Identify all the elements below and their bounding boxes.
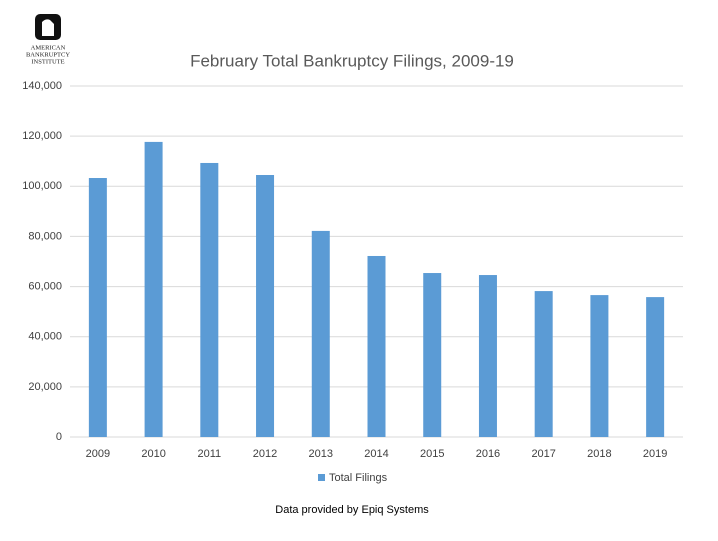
bar — [534, 291, 553, 437]
legend-label: Total Filings — [329, 472, 388, 484]
x-tick-label: 2012 — [253, 448, 277, 460]
x-tick-label: 2015 — [420, 448, 444, 460]
source-note: Data provided by Epiq Systems — [275, 504, 429, 516]
bar — [311, 230, 330, 437]
y-tick-label: 120,000 — [22, 130, 62, 142]
bar — [88, 178, 107, 437]
bar — [478, 275, 497, 437]
x-tick-label: 2009 — [86, 448, 110, 460]
logo-text: BANKRUPTCY — [26, 51, 70, 58]
x-tick-label: 2010 — [141, 448, 165, 460]
bar — [423, 273, 442, 437]
logo-shape — [42, 19, 54, 36]
bar — [367, 255, 386, 437]
x-tick-label: 2017 — [531, 448, 555, 460]
bar — [144, 141, 163, 437]
logo: AMERICAN BANKRUPTCY INSTITUTE — [26, 14, 70, 65]
x-tick-label: 2016 — [476, 448, 500, 460]
y-tick-label: 80,000 — [28, 230, 62, 242]
x-tick-label: 2011 — [197, 448, 221, 460]
y-tick-label: 40,000 — [28, 331, 62, 343]
x-tick-label: 2018 — [587, 448, 611, 460]
y-tick-label: 100,000 — [22, 180, 62, 192]
bar — [590, 295, 609, 437]
y-tick-label: 20,000 — [28, 381, 62, 393]
x-tick-label: 2013 — [309, 448, 333, 460]
chart-title: February Total Bankruptcy Filings, 2009-… — [190, 51, 514, 70]
y-tick-label: 0 — [56, 431, 62, 443]
y-tick-label: 140,000 — [22, 80, 62, 92]
logo-text: AMERICAN — [31, 44, 66, 51]
x-tick-label: 2019 — [643, 448, 667, 460]
x-tick-label: 2014 — [364, 448, 388, 460]
y-tick-label: 60,000 — [28, 280, 62, 292]
bar — [200, 162, 219, 437]
bar — [256, 175, 275, 437]
logo-text: INSTITUTE — [31, 58, 64, 65]
legend-swatch — [318, 474, 325, 481]
bar — [646, 297, 665, 437]
